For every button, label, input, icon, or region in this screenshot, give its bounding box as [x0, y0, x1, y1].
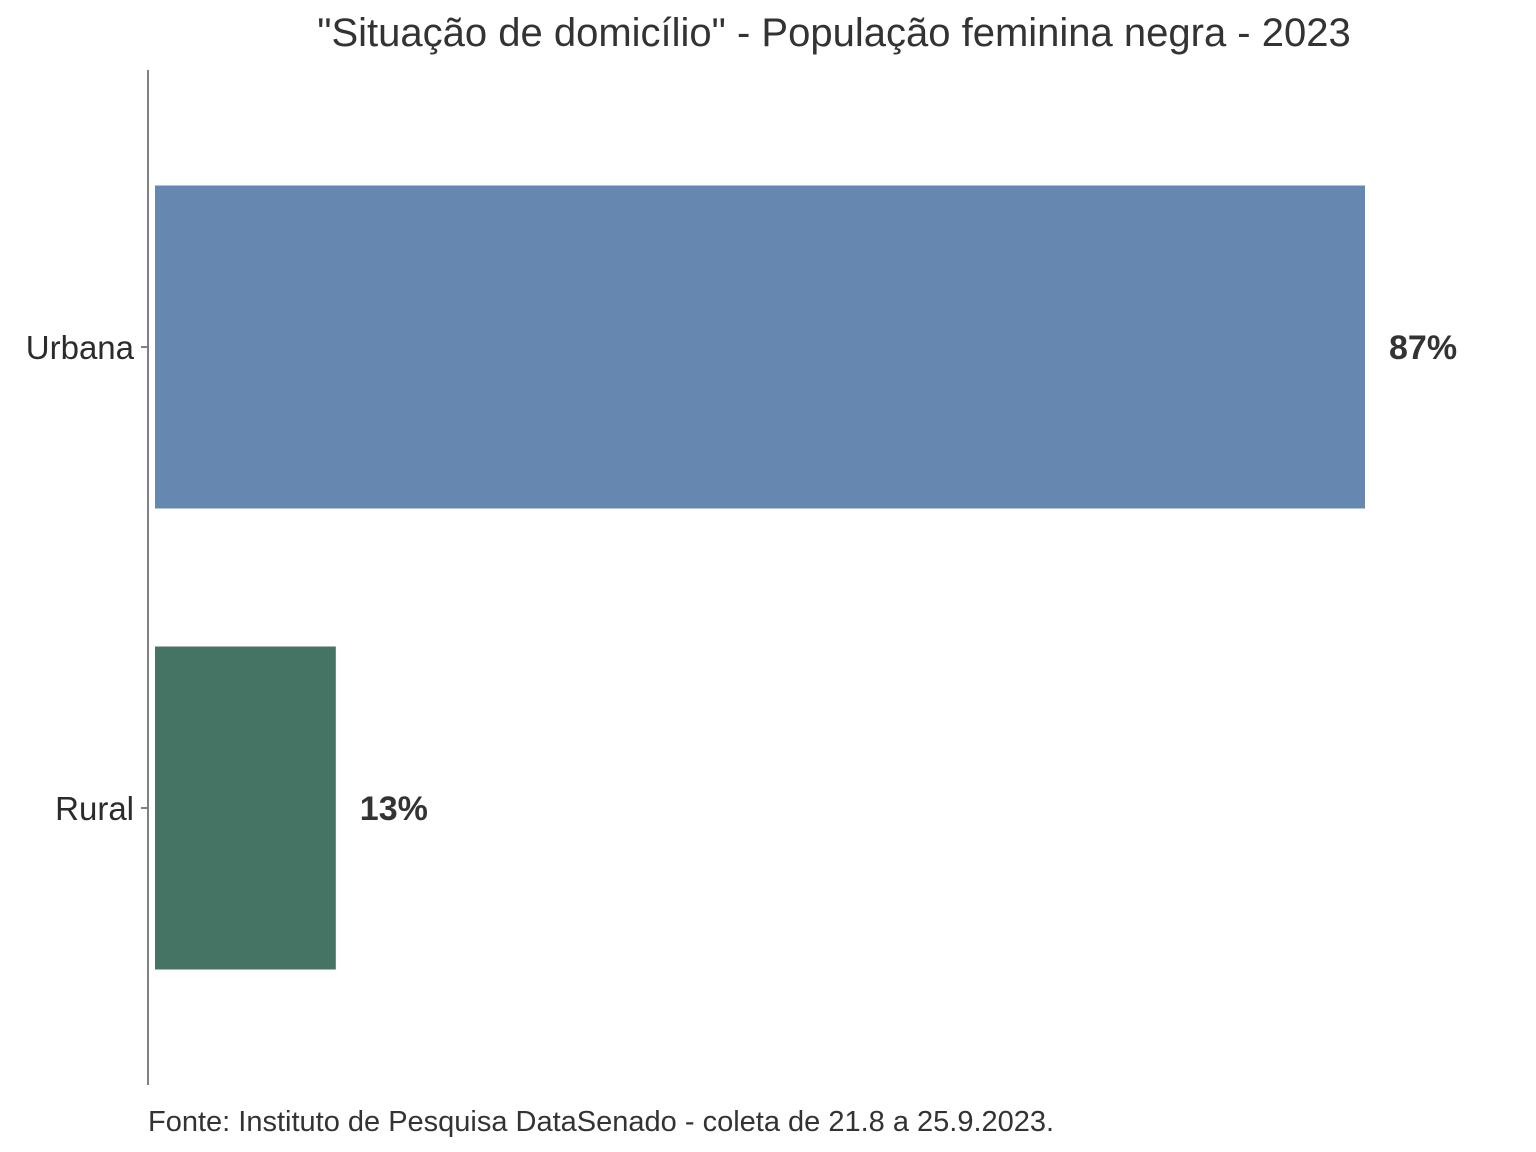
category-label-rural: Rural [55, 790, 134, 827]
bar-urbana [155, 185, 1365, 509]
bar-rural [155, 646, 336, 970]
chart-title: "Situação de domicílio" - População femi… [317, 11, 1350, 55]
category-label-urbana: Urbana [26, 329, 135, 366]
value-label-rural: 13% [360, 790, 428, 828]
bars-group: Urbana 87% Rural 13% [26, 185, 1457, 970]
chart-caption: Fonte: Instituto de Pesquisa DataSenado … [148, 1106, 1054, 1138]
value-label-urbana: 87% [1389, 329, 1457, 367]
